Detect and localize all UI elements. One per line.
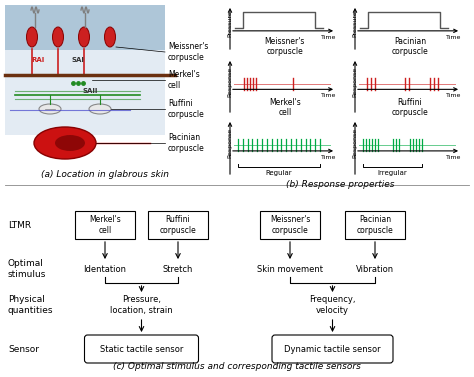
Text: Meissner's
corpuscle: Meissner's corpuscle — [264, 37, 305, 56]
Text: Stimulus: Stimulus — [268, 0, 301, 2]
Ellipse shape — [89, 104, 111, 114]
Text: Sensor: Sensor — [8, 345, 39, 354]
Ellipse shape — [104, 27, 116, 47]
Text: Response: Response — [352, 128, 357, 158]
Polygon shape — [5, 50, 165, 135]
Text: (c) Optimal stimulus and corresponding tactile sensors: (c) Optimal stimulus and corresponding t… — [113, 362, 361, 371]
Text: Pacinian
corpuscle: Pacinian corpuscle — [168, 133, 205, 153]
Text: (a) Location in glabrous skin: (a) Location in glabrous skin — [41, 170, 169, 179]
Text: Static tactile sensor: Static tactile sensor — [100, 345, 183, 354]
Ellipse shape — [39, 104, 61, 114]
Text: Ruffini
corpuscle: Ruffini corpuscle — [392, 98, 428, 117]
Ellipse shape — [27, 27, 37, 47]
Text: Pressure: Pressure — [352, 11, 357, 37]
FancyBboxPatch shape — [272, 335, 393, 363]
Text: Ruffini
corpuscle: Ruffini corpuscle — [160, 215, 196, 235]
Text: Physical
quantities: Physical quantities — [8, 295, 54, 315]
Text: Response: Response — [352, 67, 357, 97]
Text: Vibration: Vibration — [356, 265, 394, 273]
Text: Stimulus: Stimulus — [393, 0, 427, 2]
FancyBboxPatch shape — [260, 211, 320, 239]
Ellipse shape — [79, 27, 90, 47]
Text: Pressure,
location, strain: Pressure, location, strain — [110, 295, 173, 315]
Text: Time: Time — [320, 35, 336, 40]
Text: Dynamic tactile sensor: Dynamic tactile sensor — [284, 345, 381, 354]
Ellipse shape — [55, 135, 85, 151]
Text: Regular: Regular — [266, 170, 292, 176]
Text: Pacinian
corpuscle: Pacinian corpuscle — [356, 215, 393, 235]
Text: Pacinian
corpuscle: Pacinian corpuscle — [392, 37, 428, 56]
Text: Pressure: Pressure — [227, 11, 232, 37]
Text: RAI: RAI — [31, 57, 45, 63]
Text: LTMR: LTMR — [8, 221, 31, 230]
Text: Meissner's
corpuscle: Meissner's corpuscle — [270, 215, 310, 235]
Text: Frequency,
velocity: Frequency, velocity — [309, 295, 356, 315]
Text: SAI: SAI — [72, 57, 84, 63]
FancyBboxPatch shape — [345, 211, 405, 239]
Text: Merkel's
cell: Merkel's cell — [269, 98, 301, 117]
Text: Optimal
stimulus: Optimal stimulus — [8, 259, 46, 279]
Text: (b) Response properties: (b) Response properties — [286, 180, 394, 189]
Ellipse shape — [34, 127, 96, 159]
Text: Stretch: Stretch — [163, 265, 193, 273]
FancyBboxPatch shape — [84, 335, 199, 363]
Text: Time: Time — [446, 93, 461, 98]
Text: RAII: RAII — [35, 138, 55, 147]
FancyBboxPatch shape — [148, 211, 208, 239]
FancyBboxPatch shape — [75, 211, 135, 239]
Text: Identation: Identation — [83, 265, 127, 273]
Text: Time: Time — [320, 155, 336, 160]
Text: SAII: SAII — [82, 88, 98, 94]
Ellipse shape — [53, 27, 64, 47]
Text: Time: Time — [446, 35, 461, 40]
Text: Merkel's
cell: Merkel's cell — [168, 70, 200, 90]
Text: Response: Response — [227, 67, 232, 97]
Text: Response: Response — [227, 128, 232, 158]
Text: Time: Time — [320, 93, 336, 98]
Text: Skin movement: Skin movement — [257, 265, 323, 273]
Text: Ruffini
corpuscle: Ruffini corpuscle — [168, 99, 205, 119]
Text: Meissner's
corpuscle: Meissner's corpuscle — [168, 42, 209, 62]
Text: Merkel's
cell: Merkel's cell — [89, 215, 121, 235]
Text: Irregular: Irregular — [378, 170, 407, 176]
Polygon shape — [5, 5, 165, 50]
Text: Time: Time — [446, 155, 461, 160]
